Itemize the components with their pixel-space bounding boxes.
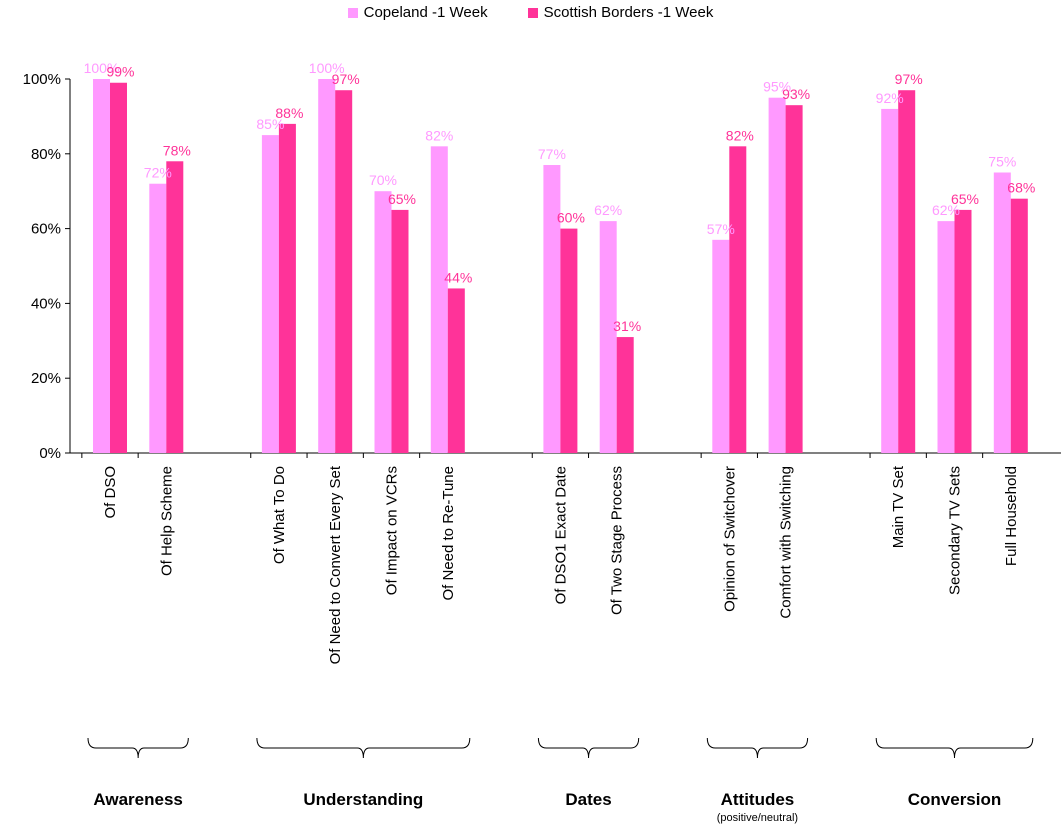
group-label: Understanding xyxy=(303,790,424,809)
group-bracket xyxy=(706,737,809,759)
legend: Copeland -1 Week Scottish Borders -1 Wee… xyxy=(0,4,1061,21)
data-label-scottish: 82% xyxy=(726,127,754,143)
data-label-copeland: 72% xyxy=(144,165,172,181)
group-label: Awareness xyxy=(93,790,183,809)
data-label-copeland: 62% xyxy=(932,202,960,218)
bar-scottish xyxy=(447,288,465,453)
data-label-scottish: 44% xyxy=(444,269,472,285)
bar-copeland xyxy=(881,108,899,454)
x-category-label: Main TV Set xyxy=(890,465,907,548)
bar-scottish xyxy=(954,209,972,453)
bar-scottish xyxy=(898,90,916,453)
legend-swatch-copeland xyxy=(347,7,358,18)
y-tick-label: 40% xyxy=(31,295,61,312)
bar-scottish xyxy=(110,82,127,454)
y-tick-label: 0% xyxy=(39,445,61,462)
data-label-scottish: 99% xyxy=(106,64,134,80)
x-category-label: Of Help Scheme xyxy=(158,466,175,576)
x-category-label: Secondary TV Sets xyxy=(947,466,964,595)
bar-copeland xyxy=(712,239,730,453)
legend-item-copeland: Copeland -1 Week xyxy=(347,4,488,21)
data-label-copeland: 100% xyxy=(309,60,345,76)
bar-copeland xyxy=(318,79,336,453)
bar-copeland xyxy=(599,221,617,453)
bar-copeland xyxy=(374,191,392,453)
legend-swatch-scottish xyxy=(527,7,538,18)
bar-copeland xyxy=(261,135,279,453)
data-label-scottish: 68% xyxy=(1007,180,1035,196)
legend-label-scottish: Scottish Borders -1 Week xyxy=(543,4,714,21)
x-category-label: Full Household xyxy=(1003,466,1020,566)
data-label-scottish: 65% xyxy=(388,191,416,207)
x-category-label: Of Need to Re-Tune xyxy=(440,466,457,601)
bar-scottish xyxy=(785,105,803,454)
x-category-label: Of What To Do xyxy=(271,466,288,564)
data-label-copeland: 57% xyxy=(707,221,735,237)
bar-scottish xyxy=(729,146,747,453)
y-tick-label: 60% xyxy=(31,221,61,238)
x-category-label: Of Two Stage Process xyxy=(609,466,626,615)
y-tick-label: 80% xyxy=(31,146,61,163)
x-category-label: Comfort with Switching xyxy=(778,466,795,619)
data-label-copeland: 77% xyxy=(538,146,566,162)
x-category-label: Of DSO1 Exact Date xyxy=(552,466,569,604)
group-label: Attitudes xyxy=(720,790,795,809)
bar-copeland xyxy=(149,183,167,453)
bar-copeland xyxy=(543,165,561,453)
data-label-copeland: 70% xyxy=(369,172,397,188)
group-bracket xyxy=(87,737,189,759)
group-bracket xyxy=(875,737,1034,759)
data-label-scottish: 78% xyxy=(163,142,191,158)
bar-copeland xyxy=(93,79,110,453)
bar-scottish xyxy=(391,209,409,453)
bar-copeland xyxy=(993,172,1011,453)
data-label-scottish: 31% xyxy=(613,318,641,334)
data-label-copeland: 92% xyxy=(876,90,904,106)
data-label-scottish: 88% xyxy=(275,105,303,121)
group-bracket xyxy=(256,737,471,759)
legend-item-scottish: Scottish Borders -1 Week xyxy=(527,4,714,21)
bar-scottish xyxy=(616,337,634,453)
bar-scottish xyxy=(335,90,353,453)
bar-copeland xyxy=(937,221,955,453)
group-subtitle: (positive/neutral) xyxy=(716,812,799,824)
legend-label-copeland: Copeland -1 Week xyxy=(363,4,488,21)
data-label-copeland: 82% xyxy=(425,127,453,143)
x-category-label: Of Impact on VCRs xyxy=(384,466,401,595)
x-category-label: Opinion of Switchover xyxy=(721,466,738,612)
data-label-scottish: 97% xyxy=(332,71,360,87)
group-label: Conversion xyxy=(907,790,1002,809)
y-tick-label: 20% xyxy=(31,370,61,387)
y-tick-label: 100% xyxy=(23,71,61,88)
bar-copeland xyxy=(430,146,448,453)
x-category-label: Of DSO xyxy=(102,466,119,519)
bar-scottish xyxy=(1010,198,1028,453)
data-label-scottish: 97% xyxy=(895,71,923,87)
data-label-scottish: 93% xyxy=(782,86,810,102)
group-label: Dates xyxy=(565,790,612,809)
data-label-copeland: 75% xyxy=(988,154,1016,170)
bar-copeland xyxy=(768,97,786,453)
data-label-copeland: 100% xyxy=(84,60,120,76)
data-label-scottish: 60% xyxy=(557,210,585,226)
data-label-copeland: 85% xyxy=(256,116,284,132)
x-category-label: Of Need to Convert Every Set xyxy=(327,465,344,664)
bar-scottish xyxy=(166,161,184,453)
bar-scottish xyxy=(278,123,296,453)
data-label-copeland: 62% xyxy=(594,202,622,218)
group-bracket xyxy=(537,737,640,759)
data-label-copeland: 95% xyxy=(763,79,791,95)
data-label-scottish: 65% xyxy=(951,191,979,207)
bar-scottish xyxy=(560,228,578,453)
